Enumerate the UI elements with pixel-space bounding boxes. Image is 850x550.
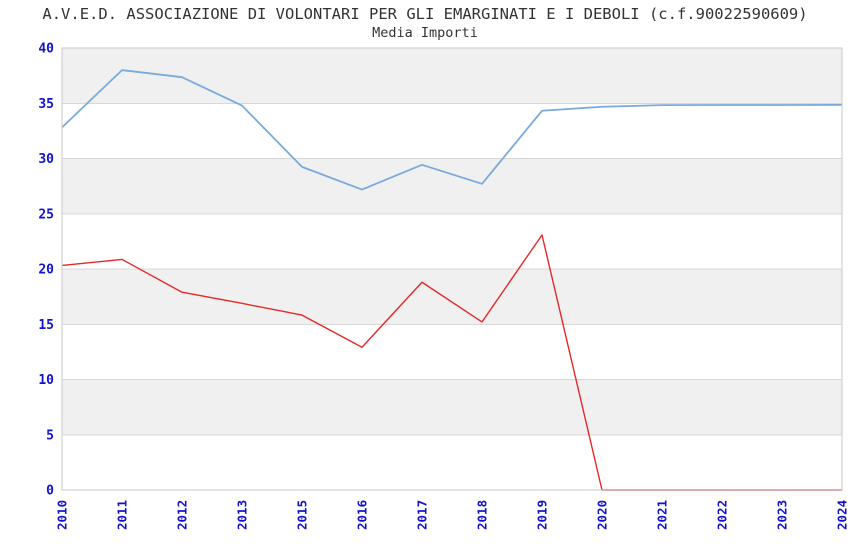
x-tick-label: 2015 — [295, 500, 310, 530]
x-tick-label: 2018 — [475, 500, 490, 530]
y-tick-label: 35 — [38, 97, 54, 112]
x-tick-label: 2024 — [835, 500, 850, 530]
x-tick-label: 2020 — [595, 500, 610, 530]
chart-subtitle: Media Importi — [372, 25, 478, 41]
y-tick-label: 15 — [38, 318, 54, 333]
x-tick-label: 2021 — [655, 500, 670, 530]
y-tick-label: 25 — [38, 207, 54, 222]
x-tick-label: 2016 — [355, 500, 370, 530]
shaded-band — [62, 48, 842, 104]
y-tick-label: 30 — [38, 152, 54, 167]
x-tick-label: 2019 — [535, 500, 550, 530]
x-tick-label: 2010 — [55, 500, 70, 530]
x-tick-label: 2023 — [775, 500, 790, 530]
x-tick-label: 2011 — [115, 500, 130, 530]
y-tick-label: 20 — [38, 263, 54, 278]
y-tick-label: 0 — [46, 484, 54, 499]
series-line-media-nazionale — [61, 69, 843, 191]
shaded-band — [62, 158, 842, 214]
y-tick-label: 40 — [38, 42, 54, 57]
y-tick-label: 5 — [46, 428, 54, 443]
shaded-band — [62, 269, 842, 325]
shaded-band — [62, 379, 842, 435]
x-tick-label: 2017 — [415, 500, 430, 530]
plot-frame — [61, 47, 843, 491]
x-tick-label: 2022 — [715, 500, 730, 530]
y-tick-label: 10 — [38, 373, 54, 388]
x-tick-label: 2013 — [235, 500, 250, 530]
chart-title: A.V.E.D. ASSOCIAZIONE DI VOLONTARI PER G… — [42, 5, 808, 23]
x-tick-label: 2012 — [175, 500, 190, 530]
